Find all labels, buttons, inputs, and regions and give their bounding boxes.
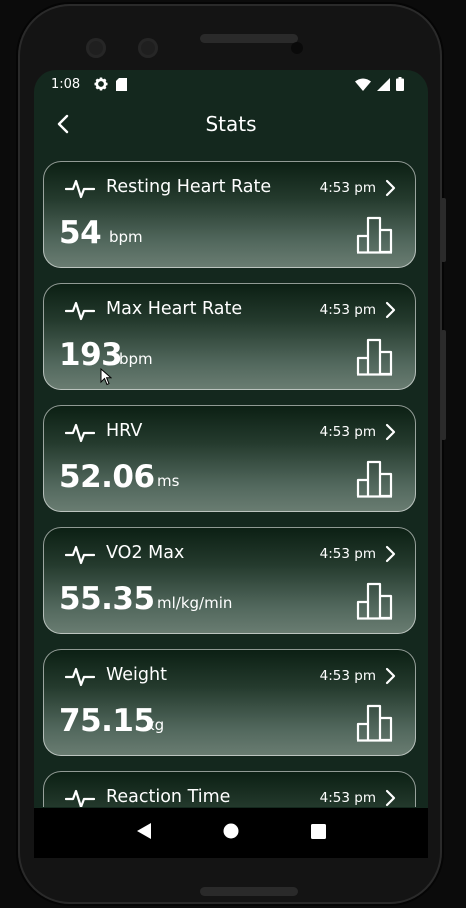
stat-unit: bpm: [119, 350, 153, 368]
stat-unit: kg: [146, 716, 165, 734]
bottom-speaker: [200, 887, 298, 896]
stat-value: 193: [59, 337, 123, 373]
system-navigation-bar: [34, 808, 428, 858]
stat-name: Resting Heart Rate: [106, 177, 272, 197]
bar-chart-icon[interactable]: [356, 338, 394, 376]
stat-value: 52.06: [59, 459, 155, 495]
stats-list[interactable]: Resting Heart Rate 4:53 pm 54 bpm Max He…: [43, 161, 416, 807]
stat-card-vo2-max[interactable]: VO2 Max 4:53 pm 55.35 ml/kg/min: [43, 527, 416, 634]
stat-time: 4:53 pm: [319, 668, 376, 684]
nav-recents-button[interactable]: [311, 823, 327, 843]
home-circle-icon: [223, 823, 239, 839]
bar-chart-icon[interactable]: [356, 216, 394, 254]
bar-chart-icon[interactable]: [356, 704, 394, 742]
stat-unit: ml/kg/min: [157, 594, 233, 612]
stat-name: Max Heart Rate: [106, 299, 243, 319]
stat-time: 4:53 pm: [319, 302, 376, 318]
pulse-icon: [65, 301, 95, 321]
status-icons-right: [355, 77, 404, 95]
chevron-right-icon: [385, 789, 396, 807]
pulse-icon: [65, 179, 95, 199]
stat-card-hrv[interactable]: HRV 4:53 pm 52.06 ms: [43, 405, 416, 512]
page-title: Stats: [205, 112, 257, 136]
stat-time: 4:53 pm: [319, 424, 376, 440]
battery-icon: [396, 77, 404, 95]
wifi-icon: [355, 78, 371, 95]
stat-card-max-heart-rate[interactable]: Max Heart Rate 4:53 pm 193 bpm: [43, 283, 416, 390]
bar-chart-icon[interactable]: [356, 582, 394, 620]
stat-value: 55.35: [59, 581, 155, 617]
chevron-right-icon: [385, 423, 396, 441]
status-bar: 1:08: [34, 70, 428, 98]
stat-time: 4:53 pm: [319, 546, 376, 562]
stat-card-weight[interactable]: Weight 4:53 pm 75.15 kg: [43, 649, 416, 756]
chevron-right-icon: [385, 545, 396, 563]
recents-square-icon: [311, 823, 327, 839]
chevron-left-icon: [57, 114, 69, 134]
cell-signal-icon: [377, 77, 390, 95]
pulse-icon: [65, 423, 95, 443]
proximity-sensor: [291, 42, 303, 54]
stat-name: Weight: [106, 665, 167, 685]
stat-unit: bpm: [109, 228, 143, 246]
status-time: 1:08: [51, 76, 81, 92]
volume-button: [441, 330, 446, 440]
stat-unit: ms: [157, 472, 180, 490]
chevron-right-icon: [385, 179, 396, 197]
chevron-right-icon: [385, 667, 396, 685]
front-camera-left: [86, 38, 106, 58]
back-triangle-icon: [136, 823, 151, 839]
power-button: [441, 198, 446, 262]
gear-icon: [94, 77, 108, 91]
app-screen: 1:08: [34, 70, 428, 858]
stat-name: HRV: [106, 421, 143, 441]
stat-card-reaction-time[interactable]: Reaction Time 4:53 pm: [43, 771, 416, 807]
nav-home-button[interactable]: [223, 823, 239, 843]
stat-time: 4:53 pm: [319, 790, 376, 806]
stat-name: VO2 Max: [106, 543, 185, 563]
stat-name: Reaction Time: [106, 787, 231, 807]
earpiece-speaker: [200, 34, 298, 43]
bar-chart-icon[interactable]: [356, 460, 394, 498]
front-camera-right: [138, 38, 158, 58]
stat-card-resting-heart-rate[interactable]: Resting Heart Rate 4:53 pm 54 bpm: [43, 161, 416, 268]
back-button[interactable]: [52, 112, 76, 136]
chevron-right-icon: [385, 301, 396, 319]
stat-value: 75.15: [59, 703, 155, 739]
stat-time: 4:53 pm: [319, 180, 376, 196]
pulse-icon: [65, 545, 95, 565]
pulse-icon: [65, 789, 95, 807]
app-bar: Stats: [34, 98, 428, 150]
mouse-cursor-icon: [100, 368, 112, 386]
pulse-icon: [65, 667, 95, 687]
stat-value: 54: [59, 215, 102, 251]
sd-card-icon: [116, 77, 128, 91]
nav-back-button[interactable]: [136, 822, 152, 844]
